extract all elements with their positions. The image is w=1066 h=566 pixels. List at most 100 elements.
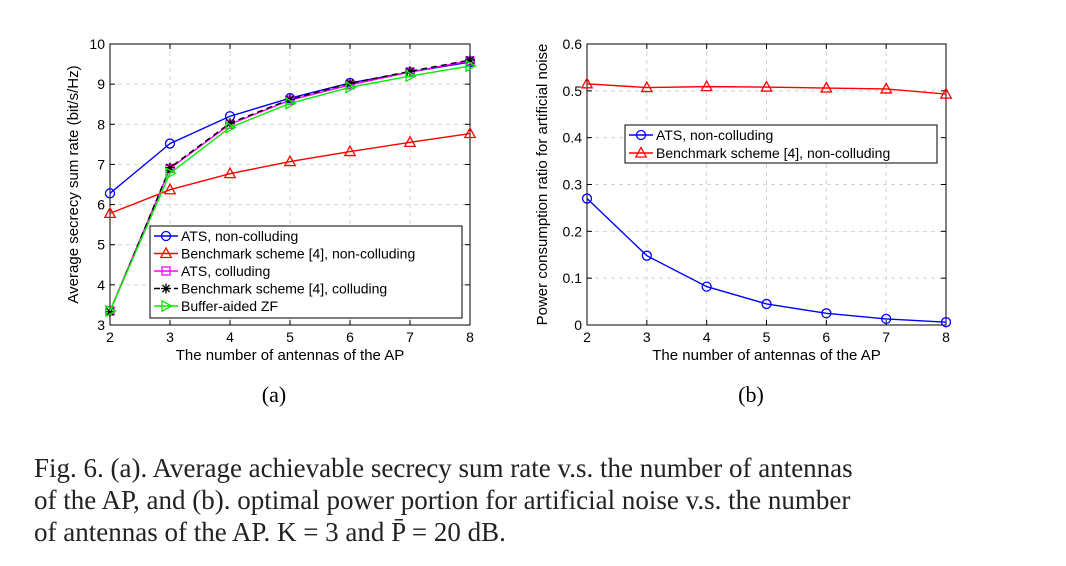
- x-tick-label: 8: [466, 329, 474, 345]
- y-tick-label: 6: [97, 197, 105, 213]
- legend-label: Benchmark scheme [4], colluding: [181, 281, 387, 297]
- y-tick-label: 10: [89, 36, 105, 52]
- data-point: [405, 66, 415, 77]
- data-point: [465, 59, 477, 73]
- y-tick-label: 5: [97, 237, 105, 253]
- x-tick-label: 4: [703, 329, 711, 345]
- caption-line-3: of antennas of the AP. K = 3 and P̄ = 20…: [34, 517, 506, 547]
- x-axis-label: The number of antennas of the AP: [176, 347, 405, 364]
- figure-caption: Fig. 6. (a). Average achievable secrecy …: [34, 452, 1034, 548]
- data-point: [640, 80, 654, 93]
- x-tick-label: 6: [346, 329, 354, 345]
- series-1: [103, 126, 477, 219]
- data-point: [701, 281, 712, 292]
- data-point: [285, 97, 297, 110]
- data-point: [164, 138, 176, 149]
- data-point: [105, 304, 117, 318]
- legend-marker: [161, 283, 171, 294]
- y-tick-label: 0.5: [563, 83, 583, 99]
- y-tick-label: 3: [97, 317, 105, 333]
- series-1: [580, 76, 953, 99]
- legend-label: Buffer-aided ZF: [181, 298, 278, 314]
- data-point: [283, 154, 297, 167]
- data-point: [105, 306, 115, 317]
- data-point: [225, 118, 235, 129]
- legend: ATS, non-colluding Benchmark scheme [4], …: [624, 124, 938, 164]
- data-point: [820, 81, 833, 93]
- y-tick-label: 0.3: [563, 177, 583, 193]
- data-point: [165, 162, 175, 173]
- y-axis-label: Average secrecy sum rate (bit/s/Hz): [65, 65, 82, 303]
- data-point: [939, 87, 953, 99]
- data-point: [463, 126, 477, 139]
- y-tick-label: 4: [97, 277, 105, 293]
- x-tick-label: 7: [406, 329, 414, 345]
- x-tick-label: 6: [822, 329, 830, 345]
- legend-marker: [635, 129, 647, 141]
- legend-box: [624, 124, 938, 164]
- data-point: [403, 135, 417, 148]
- data-point: [580, 76, 594, 89]
- y-tick-label: 0.6: [563, 36, 583, 52]
- data-point: [760, 80, 773, 92]
- legend-label: Benchmark scheme [4], non-colluding: [181, 246, 415, 262]
- data-point: [223, 166, 237, 179]
- legend-marker: [160, 230, 172, 242]
- series-0: [581, 193, 952, 328]
- x-tick-label: 4: [226, 329, 234, 345]
- panel-label: (a): [262, 382, 286, 407]
- data-point: [405, 69, 417, 83]
- data-point: [345, 81, 357, 94]
- data-point: [641, 250, 652, 261]
- legend-marker: [161, 266, 171, 276]
- legend: ATS, non-colluding Benchmark scheme [4], …: [149, 225, 463, 319]
- data-point: [881, 313, 892, 325]
- legend-marker: [634, 146, 648, 158]
- legend-box: [149, 225, 463, 319]
- series-line: [109, 65, 471, 312]
- data-point: [821, 308, 832, 319]
- caption-line-1: Fig. 6. (a). Average achievable secrecy …: [34, 453, 853, 483]
- x-tick-label: 8: [942, 329, 950, 345]
- x-tick-label: 5: [286, 329, 294, 345]
- data-point: [225, 121, 237, 134]
- data-point: [345, 78, 355, 89]
- data-point: [285, 94, 295, 105]
- y-tick-label: 0: [574, 317, 582, 333]
- series-line: [109, 132, 471, 215]
- chart-b: 2 3 4 5 6 7 8 0 0.1 0.2 0.3 0.4 0.5 0.6 The number of …: [534, 36, 953, 407]
- data-point: [940, 317, 952, 328]
- data-point: [165, 166, 177, 180]
- data-point: [163, 182, 177, 195]
- series-4: [105, 59, 477, 318]
- y-tick-label: 7: [97, 156, 105, 172]
- y-tick-label: 0.1: [563, 270, 583, 286]
- data-point: [343, 144, 357, 157]
- x-tick-label: 2: [583, 329, 591, 345]
- legend-label: ATS, non-colluding: [181, 228, 298, 244]
- y-tick-label: 0.4: [563, 130, 583, 146]
- y-tick-label: 9: [97, 76, 105, 92]
- x-tick-label: 2: [106, 329, 114, 345]
- x-axis-label: The number of antennas of the AP: [652, 347, 881, 364]
- data-point: [761, 298, 772, 310]
- data-point: [581, 193, 593, 204]
- series-3: [105, 55, 475, 317]
- data-point: [103, 206, 117, 219]
- data-point: [465, 55, 475, 66]
- series-line: [586, 83, 947, 95]
- legend-label: ATS, non-colluding: [656, 127, 773, 143]
- caption-line-2: of the AP, and (b). optimal power portio…: [34, 485, 851, 515]
- legend-label: ATS, colluding: [181, 263, 270, 279]
- legend-marker: [161, 299, 173, 313]
- data-point: [104, 188, 116, 199]
- panel-label: (b): [738, 382, 764, 407]
- y-axis-label: Power consumption ratio for artificial n…: [534, 44, 551, 326]
- data-point: [700, 79, 713, 92]
- legend-label: Benchmark scheme [4], non-colluding: [656, 145, 890, 161]
- x-tick-label: 3: [166, 329, 174, 345]
- legend-marker: [159, 246, 173, 259]
- x-tick-label: 3: [643, 329, 651, 345]
